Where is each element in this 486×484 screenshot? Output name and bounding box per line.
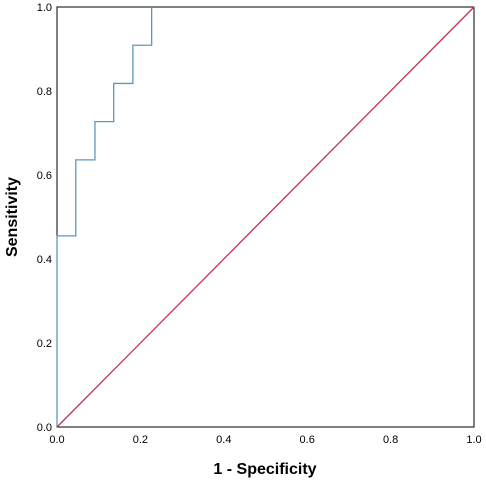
reference-diagonal-line: [56, 6, 475, 428]
roc-curve-line: [56, 7, 153, 427]
x-axis-title: 1 - Specificity: [213, 461, 316, 478]
ticks-layer: 0.0 0.2 0.4 0.6 0.8 1.0 0.0 0.2 0.4 0.6 0.8 1.0: [37, 2, 482, 446]
y-tick-label: 1.0: [37, 2, 52, 14]
x-tick-label: 0.6: [300, 434, 315, 446]
y-tick-label: 0.4: [37, 254, 52, 266]
x-tick-label: 0.0: [49, 434, 64, 446]
y-tick-label: 0.8: [37, 86, 52, 98]
y-tick-label: 0.6: [37, 170, 52, 182]
y-tick-label: 0.0: [37, 422, 52, 434]
plot-frame: [56, 6, 475, 428]
y-tick-label: 0.2: [37, 338, 52, 350]
x-tick-label: 1.0: [466, 434, 481, 446]
x-tick-label: 0.8: [383, 434, 398, 446]
series-layer: [56, 6, 475, 428]
x-tick-label: 0.2: [133, 434, 148, 446]
x-tick-label: 0.4: [216, 434, 231, 446]
y-axis-title: Sensitivity: [4, 177, 21, 257]
